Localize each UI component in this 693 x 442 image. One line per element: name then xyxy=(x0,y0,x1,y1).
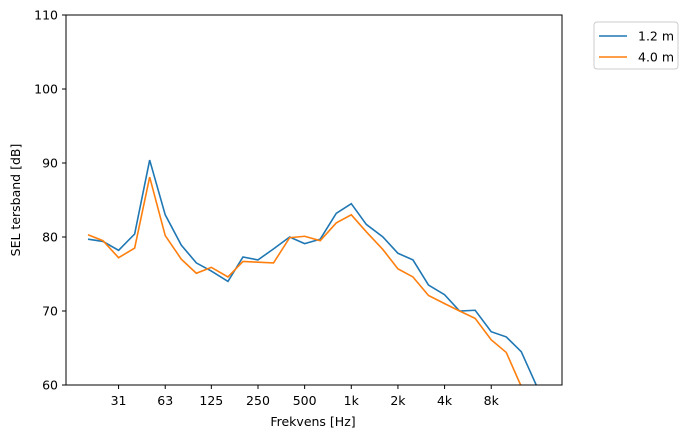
legend-label: 4.0 m xyxy=(638,50,674,65)
x-tick-label: 8k xyxy=(484,393,500,408)
y-tick-label: 80 xyxy=(42,230,58,245)
x-tick-label: 125 xyxy=(199,393,223,408)
y-tick-label: 60 xyxy=(42,378,58,393)
y-tick-label: 70 xyxy=(42,304,58,319)
plot-frame xyxy=(65,14,563,386)
x-tick-label: 2k xyxy=(390,393,406,408)
x-tick-label: 63 xyxy=(157,393,173,408)
legend: 1.2 m 4.0 m xyxy=(593,21,679,70)
x-tick-label: 250 xyxy=(246,393,270,408)
x-tick-label: 1k xyxy=(344,393,360,408)
y-axis-label: SEL tersband [dB] xyxy=(8,144,23,257)
series-line-1 xyxy=(87,176,522,385)
y-tick-label: 90 xyxy=(42,156,58,171)
x-tick-label: 31 xyxy=(111,393,127,408)
x-tick-label: 500 xyxy=(293,393,317,408)
series-line-0 xyxy=(87,159,538,385)
x-axis-label: Frekvens [Hz] xyxy=(270,414,355,429)
y-tick-label: 110 xyxy=(34,8,58,23)
y-tick-label: 100 xyxy=(34,82,58,97)
legend-label: 1.2 m xyxy=(638,29,674,44)
x-tick-label: 4k xyxy=(437,393,453,408)
